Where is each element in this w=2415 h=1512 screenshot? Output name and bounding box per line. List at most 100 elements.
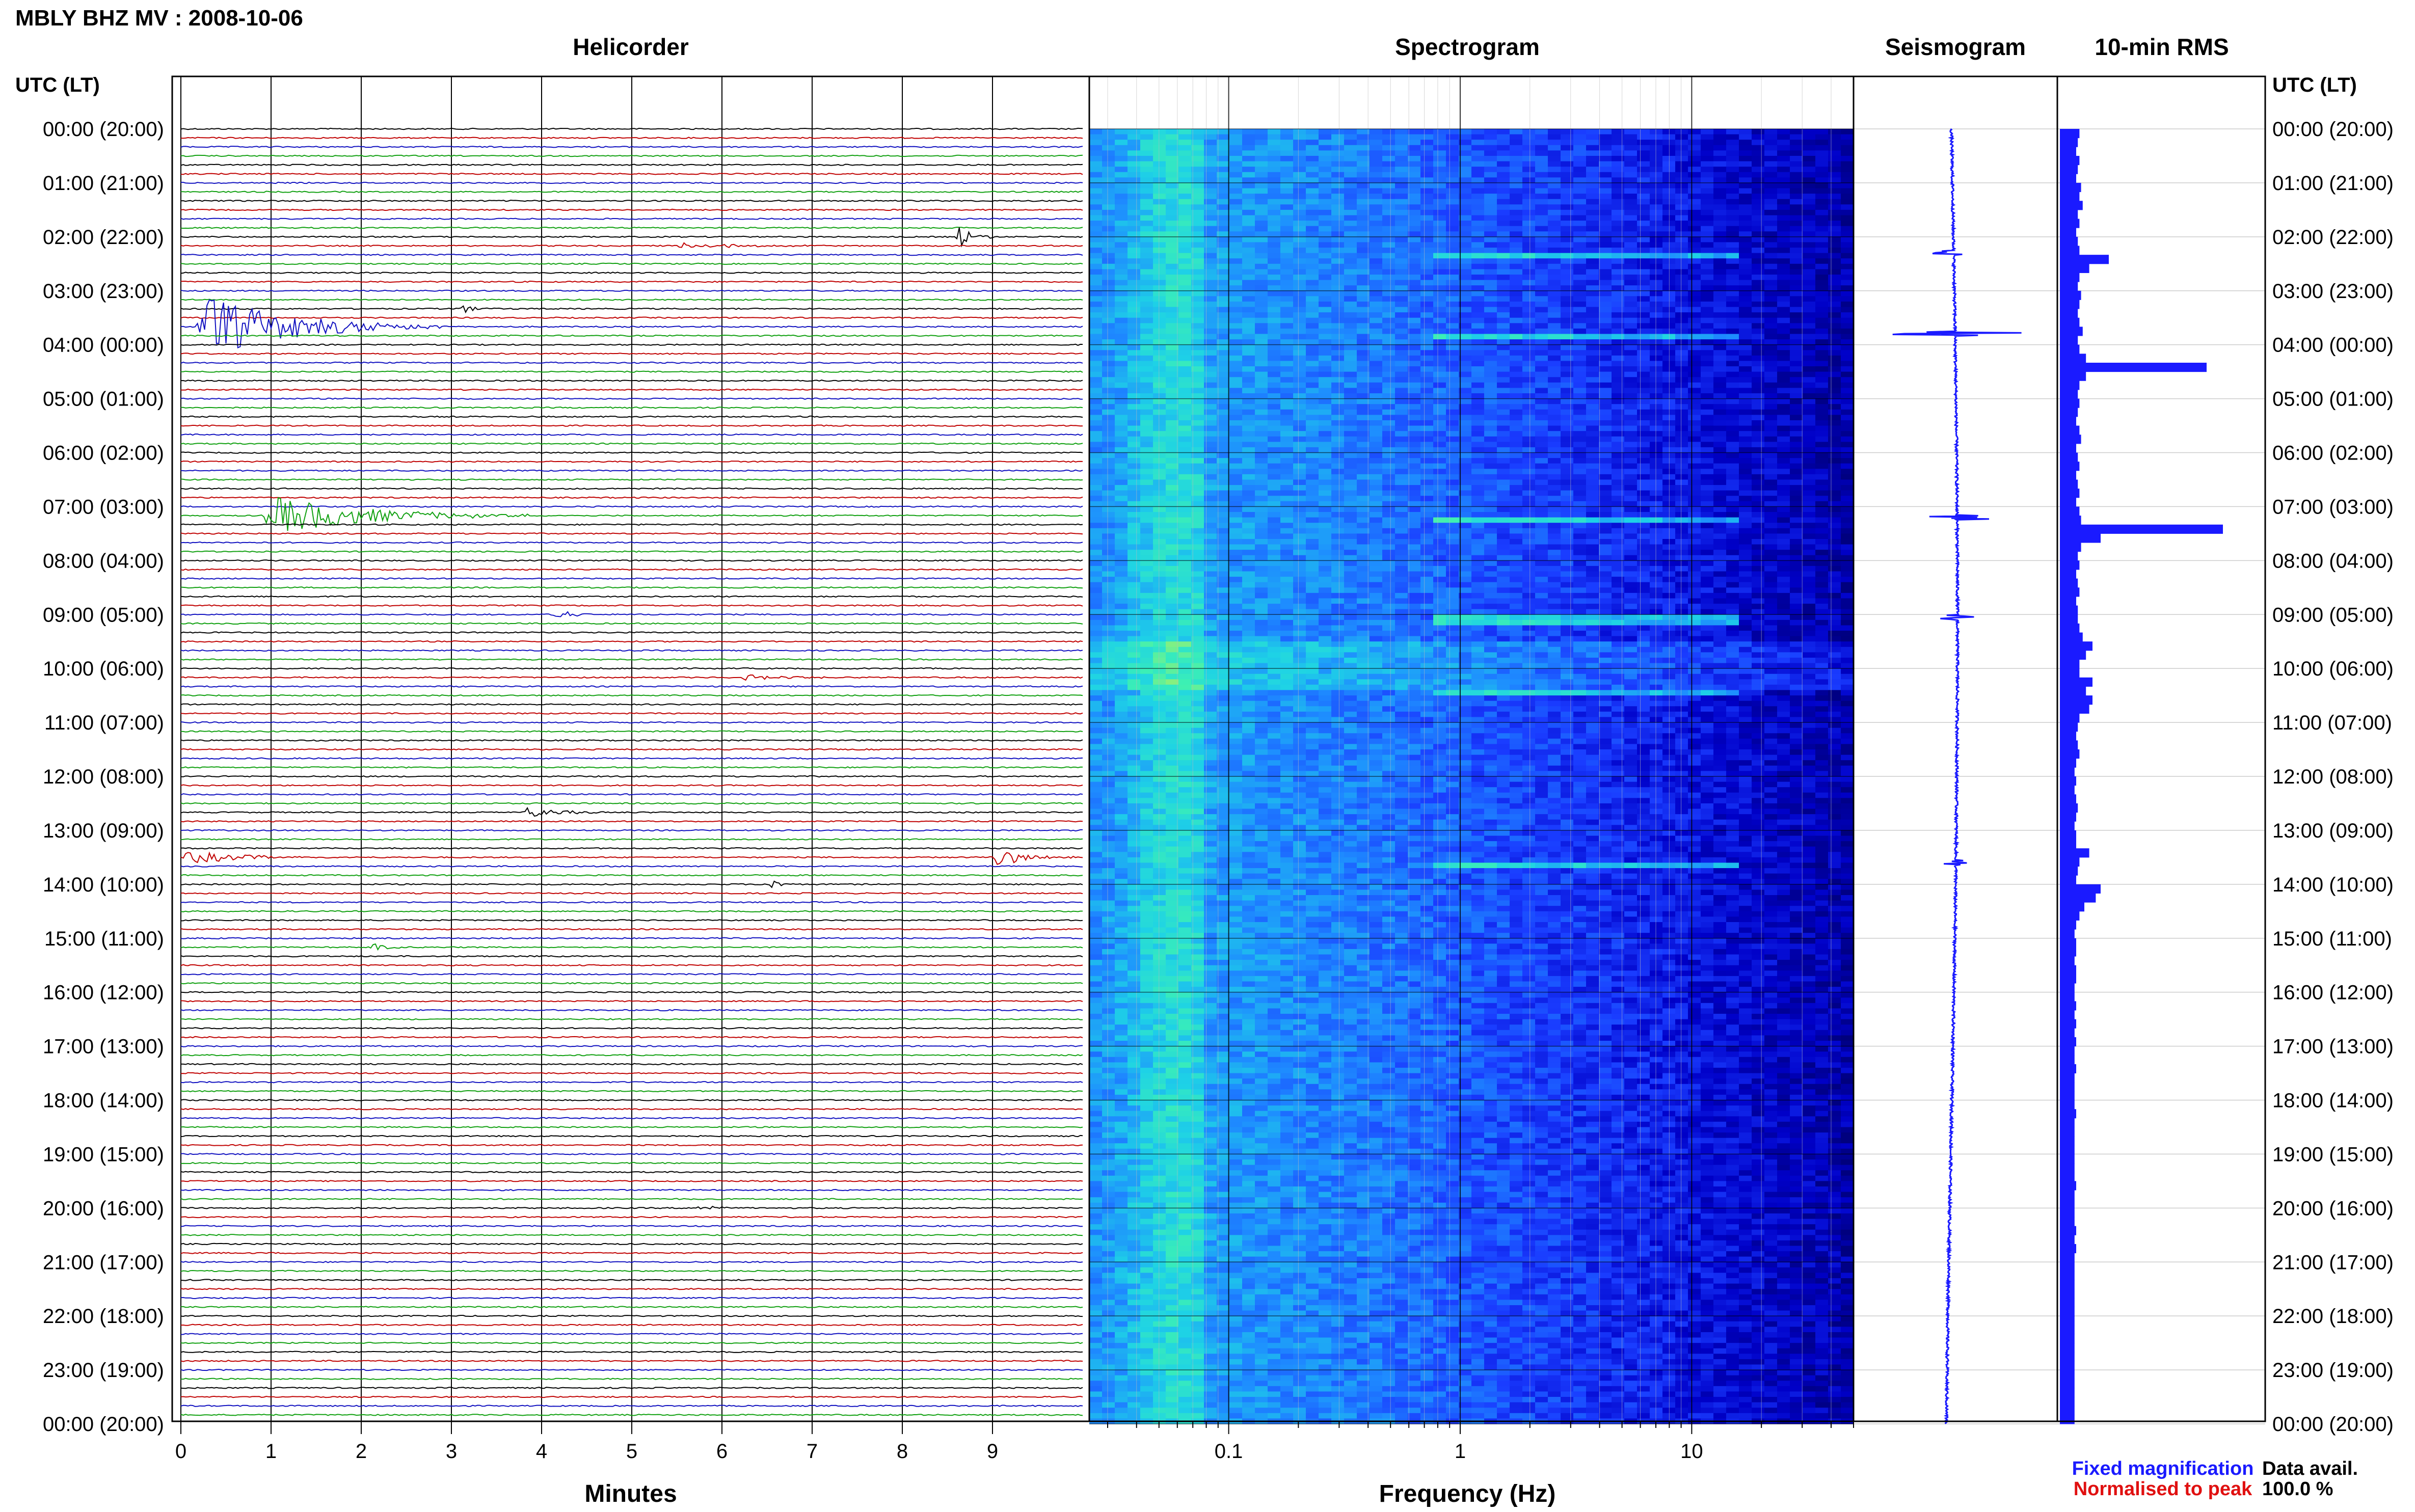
spectrogram-cell <box>1777 221 1790 227</box>
spectrogram-cell <box>1433 167 1446 173</box>
spectrogram-cell <box>1280 269 1294 275</box>
spectrogram-cell <box>1637 377 1650 383</box>
spectrogram-cell <box>1217 560 1230 566</box>
spectrogram-cell <box>1713 307 1727 313</box>
spectrogram-cell <box>1561 263 1574 269</box>
spectrogram-cell <box>1535 150 1548 156</box>
spectrogram-cell <box>1382 469 1396 475</box>
spectrogram-cell <box>1204 242 1217 248</box>
spectrogram-cell <box>1102 431 1115 437</box>
spectrogram-cell <box>1599 307 1612 313</box>
spectrogram-cell <box>1662 490 1676 496</box>
spectrogram-cell <box>1229 415 1243 421</box>
spectrogram-cell <box>1739 134 1752 140</box>
spectrogram-cell <box>1319 290 1332 296</box>
spectrogram-cell <box>1255 290 1268 296</box>
spectrogram-cell <box>1599 420 1612 426</box>
spectrogram-cell <box>1548 236 1561 242</box>
spectrogram-cell <box>1204 177 1217 183</box>
spectrogram-cell <box>1701 533 1714 539</box>
spectrogram-cell <box>1637 209 1650 215</box>
spectrogram-cell <box>1420 172 1434 178</box>
spectrogram-cell <box>1764 463 1778 469</box>
spectrogram-cell <box>1599 469 1612 475</box>
spectrogram-cell <box>1395 447 1408 453</box>
spectrogram-cell <box>1331 512 1345 518</box>
spectrogram-cell <box>1764 393 1778 399</box>
spectrogram-cell <box>1662 415 1676 421</box>
spectrogram-cell <box>1675 161 1688 167</box>
spectrogram-cell <box>1153 140 1166 146</box>
spectrogram-cell <box>1484 555 1497 561</box>
spectrogram-cell <box>1471 350 1485 356</box>
spectrogram-cell <box>1382 479 1396 485</box>
spectrogram-cell <box>1471 382 1485 388</box>
spectrogram-cell <box>1306 398 1319 404</box>
spectrogram-cell <box>1166 398 1179 404</box>
spectrogram-cell <box>1471 167 1485 173</box>
spectrogram-cell <box>1790 409 1803 415</box>
spectrogram-cell <box>1764 129 1778 135</box>
spectrogram-cell <box>1624 194 1638 200</box>
spectrogram-cell <box>1370 172 1383 178</box>
spectrogram-cell <box>1204 307 1217 313</box>
spectrogram-cell <box>1650 301 1663 308</box>
spectrogram-cell <box>1764 442 1778 448</box>
spectrogram-cell <box>1497 501 1510 507</box>
spectrogram-cell <box>1739 442 1752 448</box>
spectrogram-cell <box>1433 172 1446 178</box>
spectrogram-cell <box>1841 177 1854 183</box>
spectrogram-cell <box>1726 371 1739 377</box>
spectrogram-cell <box>1459 550 1472 556</box>
spectrogram-cell <box>1446 382 1459 388</box>
spectrogram-cell <box>1535 479 1548 485</box>
spectrogram-cell <box>1675 571 1688 577</box>
spectrogram-cell <box>1089 301 1103 308</box>
spectrogram-cell <box>1841 479 1854 485</box>
spectrogram-cell <box>1752 253 1765 259</box>
spectrogram-cell <box>1828 242 1841 248</box>
spectrogram-cell <box>1331 140 1345 146</box>
spectrogram-cell <box>1382 523 1396 529</box>
spectrogram-cell <box>1446 285 1459 291</box>
spectrogram-cell <box>1726 388 1739 394</box>
spectrogram-cell <box>1650 221 1663 227</box>
spectrogram-cell <box>1178 177 1192 183</box>
spectrogram-cell <box>1420 474 1434 480</box>
spectrogram-cell <box>1370 398 1383 404</box>
spectrogram-cell <box>1459 317 1472 323</box>
spectrogram-cell <box>1612 479 1625 485</box>
spectrogram-cell <box>1790 242 1803 248</box>
spectrogram-cell <box>1739 490 1752 496</box>
spectrogram-cell <box>1217 317 1230 323</box>
spectrogram-cell <box>1561 447 1574 453</box>
spectrogram-cell <box>1319 301 1332 308</box>
spectrogram-cell <box>1701 167 1714 173</box>
spectrogram-cell <box>1726 517 1739 523</box>
spectrogram-cell <box>1089 355 1103 361</box>
spectrogram-cell <box>1522 231 1536 237</box>
spectrogram-cell <box>1140 565 1153 572</box>
spectrogram-cell <box>1382 571 1396 577</box>
spectrogram-cell <box>1420 209 1434 215</box>
spectrogram-cell <box>1382 393 1396 399</box>
spectrogram-cell <box>1752 463 1765 469</box>
spectrogram-cell <box>1675 350 1688 356</box>
spectrogram-cell <box>1688 560 1701 566</box>
spectrogram-cell <box>1701 550 1714 556</box>
spectrogram-cell <box>1128 226 1141 232</box>
spectrogram-cell <box>1153 490 1166 496</box>
spectrogram-cell <box>1153 523 1166 529</box>
spectrogram-cell <box>1115 140 1128 146</box>
spectrogram-cell <box>1739 506 1752 512</box>
spectrogram-cell <box>1497 334 1510 340</box>
spectrogram-cell <box>1841 194 1854 200</box>
spectrogram-cell <box>1726 528 1739 534</box>
spectrogram-cell <box>1204 334 1217 340</box>
spectrogram-cell <box>1408 296 1421 302</box>
spectrogram-cell <box>1357 290 1370 296</box>
spectrogram-cell <box>1395 344 1408 350</box>
spectrogram-cell <box>1662 172 1676 178</box>
spectrogram-cell <box>1166 226 1179 232</box>
spectrogram-cell <box>1637 285 1650 291</box>
